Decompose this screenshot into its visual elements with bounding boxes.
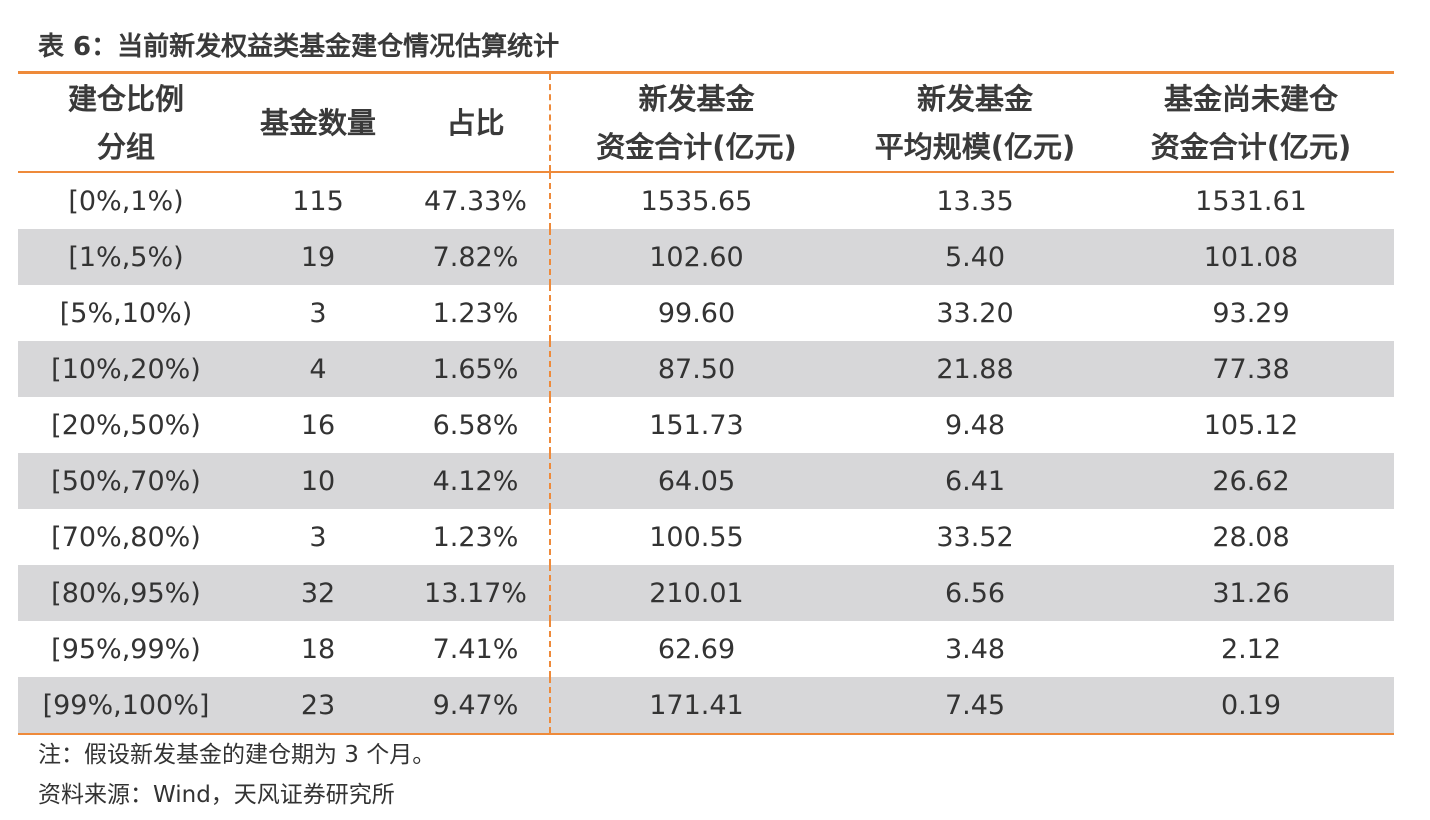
cell-unbuilt: 0.19 (1108, 677, 1394, 734)
cell-unbuilt: 93.29 (1212, 297, 1290, 329)
cell-total: 62.69 (657, 633, 736, 665)
table-row: [20%,50%) 16 6.58% 151.73 9.48 105.12 (18, 397, 1394, 453)
cell-count: 32 (234, 565, 402, 621)
cell-average: 13.35 (936, 185, 1014, 217)
cell-group: [20%,50%) (51, 409, 201, 441)
cell-total: 102.60 (550, 229, 842, 285)
cell-group: [10%,20%) (18, 341, 234, 397)
source-note: 资料来源：Wind，天风证券研究所 (38, 782, 395, 808)
footnote: 注：假设新发基金的建仓期为 3 个月。 (38, 742, 436, 768)
cell-total: 210.01 (550, 565, 842, 621)
table-row: [5%,10%) 3 1.23% 99.60 33.20 93.29 (18, 285, 1394, 341)
cell-average: 21.88 (842, 341, 1108, 397)
cell-count: 23 (234, 677, 402, 734)
cell-share: 7.82% (402, 229, 551, 285)
cell-unbuilt: 31.26 (1108, 565, 1394, 621)
cell-share: 1.23% (402, 285, 551, 341)
table-row: [0%,1%) 115 47.33% 1535.65 13.35 1531.61 (18, 172, 1394, 229)
cell-total: 87.50 (550, 341, 842, 397)
cell-unbuilt: 2.12 (1220, 633, 1282, 665)
cell-unbuilt: 1531.61 (1195, 185, 1307, 217)
cell-count: 18 (300, 633, 336, 665)
cell-unbuilt: 101.08 (1108, 229, 1394, 285)
cell-unbuilt: 105.12 (1203, 409, 1299, 441)
cell-count: 3 (309, 297, 327, 329)
cell-total: 100.55 (649, 521, 744, 553)
table-body: [0%,1%) 115 47.33% 1535.65 13.35 1531.61… (18, 172, 1394, 734)
cell-average: 7.45 (842, 677, 1108, 734)
table-row: [80%,95%) 32 13.17% 210.01 6.56 31.26 (18, 565, 1394, 621)
cell-share: 1.65% (402, 341, 551, 397)
cell-share: 1.23% (402, 509, 551, 565)
cell-average: 3.48 (944, 633, 1006, 665)
cell-average: 5.40 (842, 229, 1108, 285)
cell-share: 7.41% (402, 621, 551, 677)
cell-group: [95%,99%) (51, 633, 201, 665)
header-new-fund-average: 新发基金 平均规模(亿元) (842, 72, 1108, 173)
fund-statistics-table: 建仓比例 分组 基金数量 占比 新发基金 资金合计(亿元) 新发基金 平均规模(… (18, 71, 1394, 735)
header-line: 新发基金 (916, 81, 1033, 116)
header-line: 新发基金 (638, 81, 755, 116)
table-row: [10%,20%) 4 1.65% 87.50 21.88 77.38 (18, 341, 1394, 397)
table-row: [70%,80%) 3 1.23% 100.55 33.52 28.08 (18, 509, 1394, 565)
table-row: [99%,100%] 23 9.47% 171.41 7.45 0.19 (18, 677, 1394, 734)
header-row: 建仓比例 分组 基金数量 占比 新发基金 资金合计(亿元) 新发基金 平均规模(… (18, 72, 1394, 173)
cell-share: 4.12% (402, 453, 551, 509)
cell-group: [50%,70%) (18, 453, 234, 509)
header-position-ratio-group: 建仓比例 分组 (18, 72, 234, 173)
cell-share: 9.47% (402, 677, 551, 734)
cell-group: [99%,100%] (18, 677, 234, 734)
header-unbuilt-total: 基金尚未建仓 资金合计(亿元) (1108, 72, 1394, 173)
cell-average: 9.48 (944, 409, 1006, 441)
cell-count: 16 (300, 409, 336, 441)
fund-statistics-table-container: 建仓比例 分组 基金数量 占比 新发基金 资金合计(亿元) 新发基金 平均规模(… (18, 71, 1394, 735)
cell-count: 4 (234, 341, 402, 397)
cell-total: 1535.65 (640, 185, 753, 217)
cell-unbuilt: 77.38 (1108, 341, 1394, 397)
header-line: 平均规模(亿元) (874, 129, 1076, 164)
cell-count: 115 (292, 185, 344, 217)
cell-count: 10 (234, 453, 402, 509)
table-row: [50%,70%) 10 4.12% 64.05 6.41 26.62 (18, 453, 1394, 509)
header-new-fund-total: 新发基金 资金合计(亿元) (550, 72, 842, 173)
header-fund-count: 基金数量 (234, 72, 402, 173)
header-line: 基金数量 (259, 105, 376, 140)
header-line: 基金尚未建仓 (1163, 81, 1338, 116)
table-row: [95%,99%) 18 7.41% 62.69 3.48 2.12 (18, 621, 1394, 677)
cell-average: 6.41 (842, 453, 1108, 509)
cell-count: 19 (234, 229, 402, 285)
cell-share: 47.33% (402, 172, 551, 229)
cell-share: 13.17% (402, 565, 551, 621)
cell-share: 6.58% (402, 397, 551, 453)
table-row: [1%,5%) 19 7.82% 102.60 5.40 101.08 (18, 229, 1394, 285)
cell-average: 33.20 (936, 297, 1014, 329)
cell-count: 3 (309, 521, 327, 553)
cell-total: 151.73 (649, 409, 744, 441)
cell-unbuilt: 26.62 (1108, 453, 1394, 509)
cell-group: [5%,10%) (59, 297, 193, 329)
cell-average: 6.56 (842, 565, 1108, 621)
cell-unbuilt: 28.08 (1212, 521, 1290, 553)
header-line: 占比 (446, 105, 505, 140)
cell-group: [70%,80%) (51, 521, 201, 553)
cell-group: [0%,1%) (68, 185, 184, 217)
cell-total: 64.05 (550, 453, 842, 509)
cell-average: 33.52 (936, 521, 1014, 553)
cell-group: [1%,5%) (18, 229, 234, 285)
table-header: 建仓比例 分组 基金数量 占比 新发基金 资金合计(亿元) 新发基金 平均规模(… (18, 72, 1394, 173)
table-title: 表 6：当前新发权益类基金建仓情况估算统计 (38, 32, 560, 62)
header-line: 资金合计(亿元) (1150, 129, 1352, 164)
header-line: 分组 (96, 129, 155, 164)
cell-group: [80%,95%) (18, 565, 234, 621)
header-line: 资金合计(亿元) (596, 129, 797, 164)
header-line: 建仓比例 (67, 81, 184, 116)
cell-total: 171.41 (550, 677, 842, 734)
cell-total: 99.60 (657, 297, 736, 329)
header-share: 占比 (402, 72, 551, 173)
